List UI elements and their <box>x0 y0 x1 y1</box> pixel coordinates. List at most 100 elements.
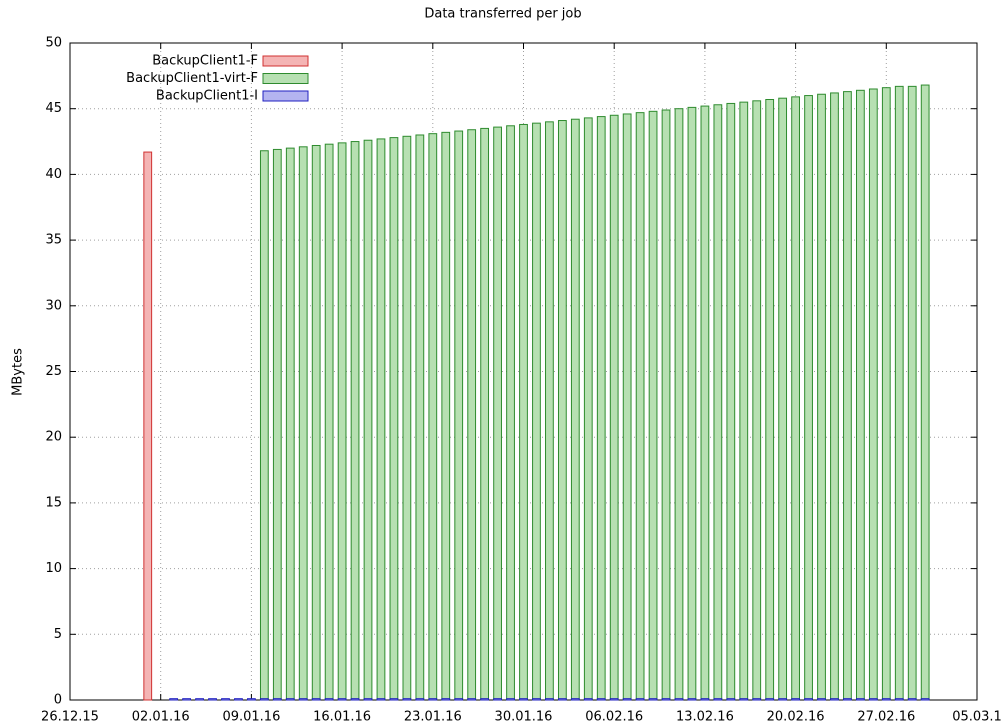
bar <box>622 698 632 701</box>
bar <box>830 698 839 701</box>
bar <box>519 698 528 701</box>
bar <box>739 101 749 701</box>
y-tick-label: 25 <box>45 364 62 379</box>
bar <box>765 99 775 701</box>
x-tick-label: 06.02.16 <box>585 710 643 725</box>
bar <box>868 698 878 701</box>
bar <box>208 698 217 701</box>
bar <box>583 117 593 701</box>
bar <box>894 85 904 701</box>
bar <box>545 698 554 701</box>
y-tick-label: 20 <box>45 430 62 445</box>
bar <box>234 698 243 701</box>
bar <box>532 698 541 701</box>
bar <box>739 698 749 701</box>
bar <box>285 147 295 701</box>
bar <box>402 698 412 701</box>
bar <box>557 698 567 701</box>
bar <box>454 698 464 701</box>
bar <box>635 698 645 701</box>
bar <box>791 96 800 701</box>
bar <box>557 120 567 701</box>
bar <box>830 92 839 701</box>
bar <box>532 122 541 701</box>
legend-label: BackupClient1-virt-F <box>126 71 258 86</box>
bar <box>519 123 528 701</box>
bar <box>570 118 580 701</box>
bar <box>376 698 386 701</box>
bar <box>467 698 477 701</box>
bar <box>402 135 412 701</box>
x-tick-label: 30.01.16 <box>495 710 553 725</box>
bar <box>376 138 386 701</box>
bar <box>713 104 723 701</box>
bar <box>441 698 451 701</box>
bar <box>920 698 930 701</box>
bar <box>441 131 451 701</box>
y-tick-label: 50 <box>45 36 62 51</box>
bar <box>363 139 373 701</box>
bar <box>247 698 256 701</box>
bar <box>298 146 308 701</box>
bar <box>648 698 658 701</box>
y-tick-label: 0 <box>54 693 62 708</box>
legend-label: BackupClient1-F <box>152 54 258 69</box>
bar <box>804 95 813 701</box>
bar <box>298 698 308 701</box>
bar <box>907 698 917 701</box>
bar <box>920 84 930 701</box>
bar <box>778 698 788 701</box>
bar <box>635 112 645 701</box>
bar <box>674 108 684 701</box>
bar <box>506 698 515 701</box>
bar <box>791 698 800 701</box>
y-axis-label: MBytes <box>11 348 26 396</box>
legend-swatch <box>262 55 309 67</box>
bar <box>907 85 917 701</box>
bar <box>428 133 438 701</box>
x-tick-label: 09.01.16 <box>222 710 280 725</box>
bar <box>337 142 347 701</box>
bar <box>868 88 878 701</box>
x-tick-label: 23.01.16 <box>404 710 462 725</box>
bar <box>843 91 852 701</box>
bar <box>687 106 697 701</box>
bar <box>609 114 619 701</box>
bar <box>752 100 762 701</box>
bar <box>311 698 321 701</box>
x-tick-label: 16.01.16 <box>313 710 371 725</box>
y-tick-label: 10 <box>45 561 62 576</box>
x-tick-label: 05.03.1 <box>952 710 1002 725</box>
bar <box>480 127 490 701</box>
x-tick-label: 27.02.16 <box>857 710 915 725</box>
bar <box>363 698 373 701</box>
bar <box>259 150 269 701</box>
bar <box>648 110 658 701</box>
x-tick-label: 02.01.16 <box>132 710 190 725</box>
bar <box>661 109 671 701</box>
bar <box>169 698 179 701</box>
x-tick-label: 26.12.15 <box>41 710 99 725</box>
bar <box>596 698 606 701</box>
bar <box>545 121 554 701</box>
bar <box>493 126 502 701</box>
bar <box>428 698 438 701</box>
bar <box>843 698 852 701</box>
bar <box>337 698 347 701</box>
y-tick-label: 15 <box>45 495 62 510</box>
bar <box>713 698 723 701</box>
bar <box>661 698 671 701</box>
x-tick-label: 13.02.16 <box>676 710 734 725</box>
y-tick-label: 30 <box>45 298 62 313</box>
bar <box>894 698 904 701</box>
bar <box>881 698 891 701</box>
bar <box>324 143 334 701</box>
bar <box>687 698 697 701</box>
bar <box>855 698 865 701</box>
bar <box>817 698 826 701</box>
bar <box>726 102 736 701</box>
bar <box>285 698 295 701</box>
bar <box>311 144 321 701</box>
bar <box>350 141 360 701</box>
legend-swatch <box>262 73 309 84</box>
